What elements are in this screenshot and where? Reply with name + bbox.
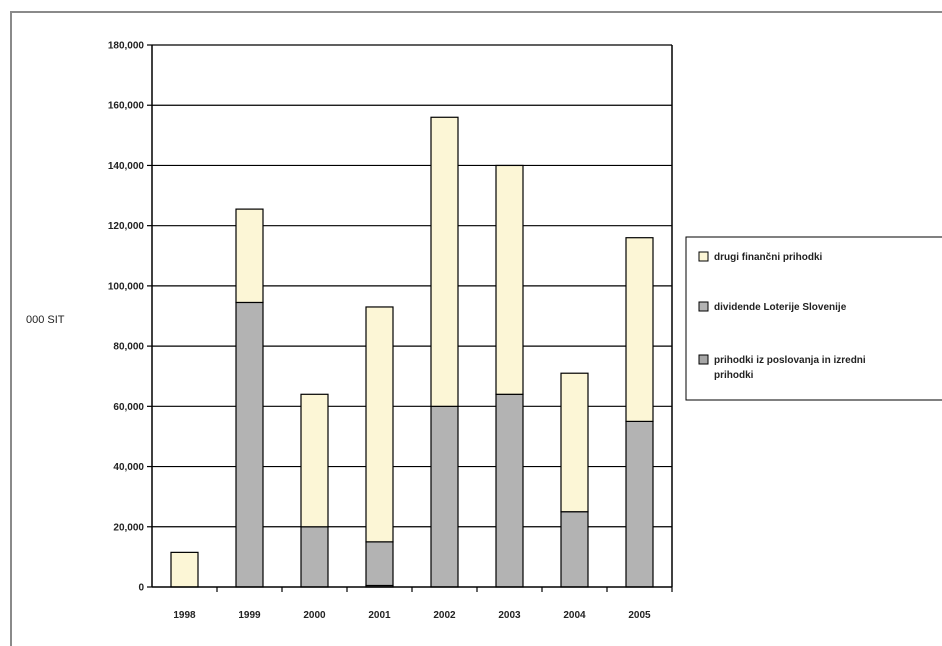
legend-label-line: prihodki iz poslovanja in izredni — [714, 355, 866, 366]
bar-segment — [170, 551, 199, 588]
bar-segment — [625, 420, 654, 588]
bar-segment — [560, 372, 589, 513]
x-tick-label: 2002 — [433, 610, 456, 621]
x-tick-label: 1999 — [238, 610, 261, 621]
bar-segment — [365, 541, 394, 587]
y-tick-label: 140,000 — [108, 161, 145, 172]
x-tick-label: 2001 — [368, 610, 391, 621]
y-tick-label: 120,000 — [108, 221, 145, 232]
legend-label-line: prihodki — [714, 370, 754, 381]
x-tick-labels: 1998 1999 2000 2001 2002 2003 2004 2005 — [173, 610, 651, 621]
bar-segment — [235, 208, 264, 304]
x-tick-label: 2000 — [303, 610, 326, 621]
legend: drugi finančni prihodki dividende Loterij… — [685, 236, 942, 401]
x-tick-label: 2005 — [628, 610, 651, 621]
y-tick-label: 160,000 — [108, 101, 145, 112]
x-tick-label: 2003 — [498, 610, 521, 621]
gridlines — [147, 44, 672, 588]
legend-swatch — [698, 301, 709, 312]
y-axis-label: 000 SIT — [26, 314, 65, 326]
bar-segment — [300, 526, 329, 588]
y-tick-label: 80,000 — [113, 342, 144, 353]
y-tick-label: 60,000 — [113, 402, 144, 413]
y-tick-label: 20,000 — [113, 522, 144, 533]
bar-segment — [495, 164, 524, 395]
y-tick-label: 0 — [138, 583, 144, 594]
legend-swatch — [698, 354, 709, 365]
y-tick-label: 100,000 — [108, 281, 145, 292]
bar-segment — [495, 393, 524, 588]
y-tick-label: 40,000 — [113, 462, 144, 473]
y-tick-label: 180,000 — [108, 41, 145, 52]
bar-segment — [300, 393, 329, 528]
legend-label: drugi finančni prihodki — [714, 252, 823, 263]
bar-segment — [560, 511, 589, 588]
axes — [151, 45, 673, 592]
x-tick-label: 2004 — [563, 610, 586, 621]
legend-label: dividende Loterije Slovenije — [714, 302, 847, 313]
legend-box — [685, 236, 942, 401]
bar-segment — [625, 237, 654, 422]
bars — [170, 116, 654, 588]
bar-segment — [430, 405, 459, 588]
bar-segment — [365, 306, 394, 543]
legend-swatch — [698, 251, 709, 262]
bar-segment — [430, 116, 459, 407]
bar-segment — [235, 301, 264, 588]
legend-label: prihodki iz poslovanja in izredni prihodk… — [714, 355, 866, 381]
x-tick-label: 1998 — [173, 610, 196, 621]
y-tick-labels: 0 20,000 40,000 60,000 80,000 100,000 120,000 1… — [108, 41, 145, 594]
